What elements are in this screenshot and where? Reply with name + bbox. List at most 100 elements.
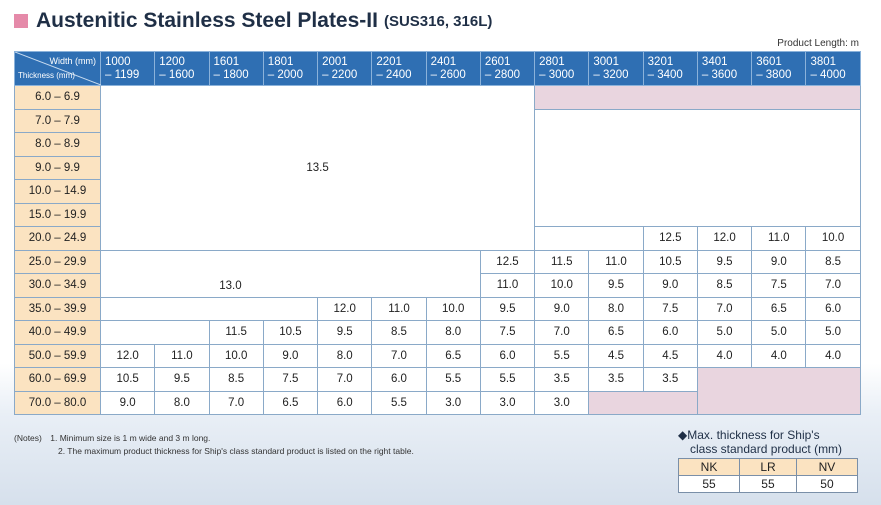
value-cell: 5.0 xyxy=(696,320,753,345)
corner-diagonal xyxy=(15,52,101,85)
width-col-header: 1200– 1600 xyxy=(154,51,210,86)
table-row: 20.0 – 24.9 12.5 12.0 11.0 10.0 xyxy=(14,226,861,251)
width-col-header: 2401– 2600 xyxy=(425,51,481,86)
thickness-row-header: 25.0 – 29.9 xyxy=(14,249,101,274)
value-cell: 10.5 xyxy=(642,249,698,274)
spec-table: Width (mm) Thickness (mm) 1000– 1199 120… xyxy=(14,51,861,415)
value-cell: 8.5 xyxy=(805,249,861,274)
ship-class-table: NK LR NV 55 55 50 xyxy=(677,458,859,493)
thickness-row-header: 20.0 – 24.9 xyxy=(14,226,101,251)
ship-class-value: 50 xyxy=(795,475,859,493)
value-cell: 10.0 xyxy=(208,343,264,368)
region-13-0: 13.0 xyxy=(100,249,481,297)
table-row: 30.0 – 34.9 11.0 10.0 9.5 9.0 8.5 7.5 7.… xyxy=(14,273,861,298)
value-cell: 12.5 xyxy=(642,226,698,251)
value-cell: 11.5 xyxy=(208,320,264,345)
value-cell: 6.5 xyxy=(588,320,644,345)
value-cell: 6.5 xyxy=(425,343,481,368)
width-col-header: 2001– 2200 xyxy=(317,51,373,86)
ship-class-value: 55 xyxy=(739,475,797,493)
value-cell: 8.5 xyxy=(208,367,264,392)
region-value: 13.5 xyxy=(306,161,329,174)
value-cell: 7.5 xyxy=(642,296,698,321)
value-cell: 9.0 xyxy=(642,273,698,298)
value-cell: 8.5 xyxy=(696,273,753,298)
value-cell: 8.5 xyxy=(371,320,427,345)
value-cell: 6.5 xyxy=(262,390,319,415)
unavailable-region xyxy=(534,85,861,110)
thickness-row-header: 15.0 – 19.9 xyxy=(14,202,101,227)
page-title: Austenitic Stainless Steel Plates-II (SU… xyxy=(14,8,492,34)
thickness-row-header: 7.0 – 7.9 xyxy=(14,108,101,133)
value-cell: 4.5 xyxy=(642,343,698,368)
region-13-5-ext xyxy=(534,108,861,227)
value-cell: 5.0 xyxy=(751,320,807,345)
value-cell: 3.5 xyxy=(534,367,590,392)
unavailable-region xyxy=(588,390,698,415)
corner-header: Width (mm) Thickness (mm) xyxy=(14,51,101,86)
table-row: 70.0 – 80.0 9.0 8.0 7.0 6.5 6.0 5.5 3.0 … xyxy=(14,390,861,415)
value-cell: 7.5 xyxy=(262,367,319,392)
width-col-header: 3601– 3800 xyxy=(751,51,807,86)
thickness-row-header: 6.0 – 6.9 xyxy=(14,85,101,110)
value-cell: 7.0 xyxy=(696,296,753,321)
thickness-row-header: 10.0 – 14.9 xyxy=(14,179,101,204)
thickness-row-header: 35.0 – 39.9 xyxy=(14,296,101,321)
ship-class-header: NK xyxy=(677,458,741,476)
value-cell: 10.5 xyxy=(262,320,319,345)
value-cell: 9.5 xyxy=(479,296,536,321)
title-main: Austenitic Stainless Steel Plates-II xyxy=(36,9,378,32)
width-col-header: 2601– 2800 xyxy=(479,51,536,86)
value-cell: 4.5 xyxy=(588,343,644,368)
thickness-row-header: 8.0 – 8.9 xyxy=(14,132,101,157)
table-row: 7.0 – 7.9 xyxy=(14,108,861,227)
thickness-row-header: 70.0 – 80.0 xyxy=(14,390,101,415)
region-13-0-ext xyxy=(100,320,210,345)
value-cell: 6.0 xyxy=(479,343,536,368)
value-cell: 9.5 xyxy=(696,249,753,274)
width-col-header: 3201– 3400 xyxy=(642,51,698,86)
value-cell: 6.0 xyxy=(805,296,861,321)
value-cell: 9.5 xyxy=(317,320,373,345)
value-cell: 7.0 xyxy=(534,320,590,345)
width-col-header: 3801– 4000 xyxy=(805,51,861,86)
value-cell: 6.5 xyxy=(751,296,807,321)
note-1: 1. Minimum size is 1 m wide and 3 m long… xyxy=(50,433,211,443)
width-col-header: 1801– 2000 xyxy=(262,51,319,86)
width-col-header: 3401– 3600 xyxy=(696,51,753,86)
value-cell: 11.0 xyxy=(154,343,210,368)
table-row: 60.0 – 69.9 10.5 9.5 8.5 7.5 7.0 6.0 5.5… xyxy=(14,367,861,415)
product-length-note: Product Length: m xyxy=(777,38,859,49)
region-13-0-ext xyxy=(99,296,319,321)
table-row: 6.0 – 6.9 13.5 xyxy=(14,85,861,251)
value-cell: 7.5 xyxy=(751,273,807,298)
value-cell: 7.0 xyxy=(371,343,427,368)
title-sub: (SUS316, 316L) xyxy=(383,12,493,30)
thickness-row-header: 30.0 – 34.9 xyxy=(14,273,101,298)
value-cell: 12.0 xyxy=(317,296,373,321)
value-cell: 8.0 xyxy=(425,320,481,345)
value-cell: 12.0 xyxy=(99,343,156,368)
region-13-5: 13.5 xyxy=(99,85,536,251)
value-cell: 5.5 xyxy=(425,367,481,392)
table-row: 10.0 – 14.9 xyxy=(14,179,861,204)
ship-class-header: LR xyxy=(739,458,797,476)
table-row: 8.0 – 8.9 xyxy=(14,132,861,157)
thickness-row-header: 60.0 – 69.9 xyxy=(14,367,101,392)
value-cell: 11.0 xyxy=(588,249,644,274)
table-row: 40.0 – 49.9 11.5 10.5 9.5 8.5 8.0 7.5 7.… xyxy=(14,320,861,345)
value-cell: 4.0 xyxy=(751,343,807,368)
width-col-header: 2201– 2400 xyxy=(371,51,427,86)
value-cell: 10.0 xyxy=(805,226,861,251)
ship-class-header: NV xyxy=(795,458,859,476)
value-cell: 4.0 xyxy=(696,343,753,368)
unavailable-region xyxy=(696,367,861,415)
title-marker-icon xyxy=(14,14,28,28)
value-cell: 11.0 xyxy=(751,226,807,251)
notes-prefix: (Notes) xyxy=(14,433,42,443)
value-cell: 11.0 xyxy=(371,296,427,321)
notes: (Notes) 1. Minimum size is 1 m wide and … xyxy=(14,432,414,458)
value-cell: 10.0 xyxy=(425,296,481,321)
note-2: 2. The maximum product thickness for Shi… xyxy=(58,446,414,456)
width-axis-label: Width (mm) xyxy=(49,56,97,66)
